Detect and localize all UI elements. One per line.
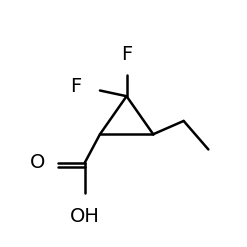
Text: F: F — [121, 45, 132, 64]
Text: OH: OH — [70, 206, 100, 226]
Text: F: F — [70, 77, 81, 96]
Text: O: O — [29, 153, 45, 172]
